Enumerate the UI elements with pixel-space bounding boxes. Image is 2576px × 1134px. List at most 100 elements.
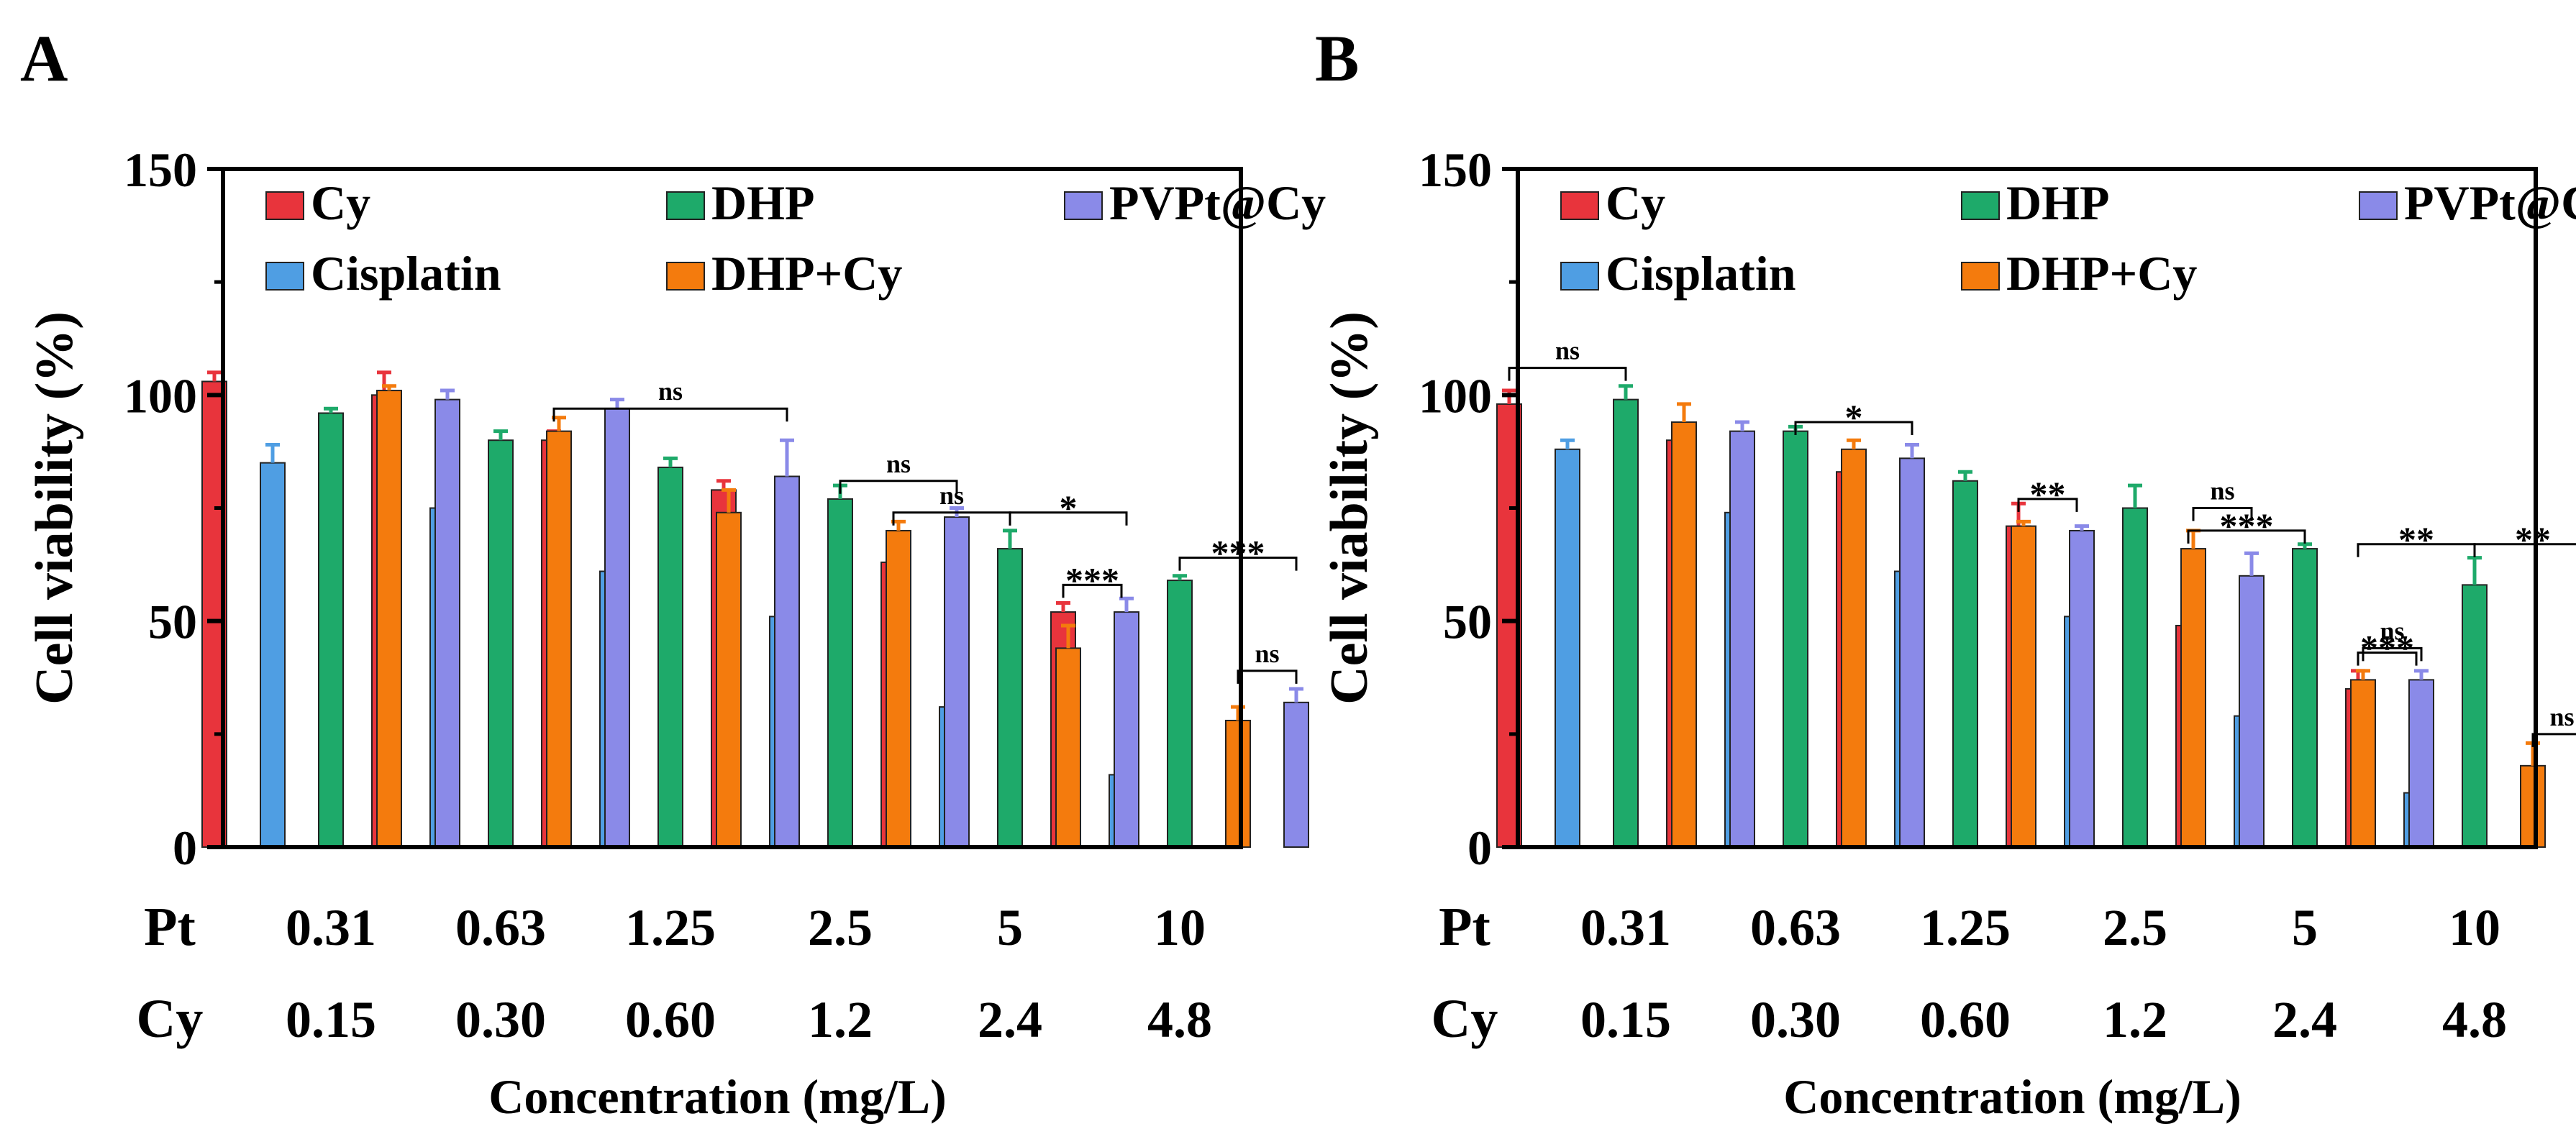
significance-bracket <box>1794 421 1913 436</box>
significance-bracket <box>552 407 788 422</box>
bar <box>2292 548 2318 849</box>
significance-bracket <box>2362 646 2423 662</box>
x-tick-label-cy: 4.8 <box>2442 991 2507 1048</box>
significance-label: ** <box>2398 519 2434 559</box>
x-tick-label-cy: 0.30 <box>455 991 546 1048</box>
x-tick-label-cy: 0.60 <box>1920 991 2011 1048</box>
significance-bracket <box>2187 529 2306 544</box>
x-row-label-pt: Pt <box>1439 897 1490 957</box>
x-row-label-pt: Pt <box>144 897 196 957</box>
bar <box>1841 448 1867 848</box>
bar <box>1114 611 1139 848</box>
bar <box>2011 525 2036 848</box>
bar <box>2239 575 2265 848</box>
bar <box>2180 548 2206 849</box>
significance-label: ns <box>2549 703 2574 731</box>
x-tick-label-pt: 0.63 <box>1750 899 1841 956</box>
legend-swatch <box>1560 262 1599 291</box>
x-axis-label: Concentration (mg/L) <box>488 1069 946 1124</box>
bar <box>2520 764 2546 848</box>
bar <box>1167 580 1193 848</box>
x-row-label-cy: Cy <box>1432 989 1498 1049</box>
bar <box>1283 701 1309 848</box>
significance-bracket <box>1009 511 1128 526</box>
x-tick-label-cy: 2.4 <box>978 991 1042 1048</box>
x-tick-label-pt: 0.31 <box>1580 899 1671 956</box>
bar <box>318 412 344 848</box>
x-tick-label-cy: 0.30 <box>1750 991 1841 1048</box>
significance-label: *** <box>2360 628 2414 668</box>
bar <box>944 516 970 848</box>
x-tick-label-pt: 1.25 <box>1920 899 2011 956</box>
bar <box>2408 679 2434 848</box>
x-tick-label-cy: 4.8 <box>1147 991 1212 1048</box>
legend-swatch <box>666 262 705 291</box>
panel-b: B 0 50 100 150 Cell viability (%) Pt Cy 0.31 0.15… <box>1315 22 2576 1124</box>
bar <box>827 498 853 849</box>
y-tick-label: 50 <box>148 595 197 649</box>
y-tick-label: 100 <box>1419 368 1492 423</box>
significance-label: ns <box>2380 616 2404 645</box>
bar <box>997 548 1023 849</box>
legend-label: DHP+Cy <box>711 246 902 301</box>
bar <box>1952 480 1978 849</box>
x-tick-label-pt: 10 <box>2449 899 2500 956</box>
bar <box>657 466 683 848</box>
y-tick-label: 0 <box>1467 820 1492 875</box>
x-tick-label-cy: 0.15 <box>286 991 376 1048</box>
y-axis-label: Cell viability (%) <box>25 311 84 705</box>
legend-label: Cy <box>1606 175 1665 230</box>
bar <box>2350 679 2376 848</box>
significance-bracket <box>1062 583 1123 598</box>
significance-bracket <box>2531 733 2576 747</box>
significance-label: *** <box>2220 506 2274 546</box>
legend-label: Cy <box>311 175 370 230</box>
y-tick-label: 150 <box>1419 142 1492 197</box>
legend-label: PVPt@Cy <box>1109 175 1326 230</box>
x-tick-label-pt: 2.5 <box>808 899 873 956</box>
legend-swatch <box>1560 191 1599 220</box>
bar <box>2069 529 2095 849</box>
x-tick-label-pt: 5 <box>2292 899 2318 956</box>
y-tick-label: 100 <box>124 368 197 423</box>
y-tick-label: 50 <box>1443 595 1492 649</box>
bar <box>1671 421 1697 848</box>
legend-swatch <box>1961 191 2000 220</box>
significance-label: ns <box>2210 477 2234 506</box>
y-tick-label: 150 <box>124 142 197 197</box>
significance-label: ns <box>1555 337 1580 365</box>
legend-label: Cisplatin <box>1606 246 1796 301</box>
bar <box>260 462 286 848</box>
panel-label: A <box>20 22 68 95</box>
bar <box>2122 507 2148 848</box>
x-tick-label-pt: 0.63 <box>455 899 546 956</box>
bar <box>1555 448 1580 848</box>
bar <box>376 390 402 848</box>
significance-label: *** <box>1211 533 1265 573</box>
significance-label: ns <box>658 377 683 406</box>
bar <box>488 439 514 848</box>
significance-label: * <box>1060 488 1078 528</box>
significance-bracket <box>1237 669 1298 684</box>
legend-label: DHP <box>2006 175 2110 230</box>
significance-label: * <box>1845 397 1863 437</box>
significance-bracket <box>2192 507 2253 521</box>
bar <box>1225 719 1251 848</box>
y-axis-label: Cell viability (%) <box>1320 311 1379 705</box>
x-tick-label-cy: 2.4 <box>2272 991 2337 1048</box>
significance-bracket <box>839 480 958 494</box>
bar <box>774 475 800 848</box>
bar <box>1055 647 1081 848</box>
legend-swatch <box>1961 262 2000 291</box>
bar <box>1899 457 1925 848</box>
legend-swatch <box>265 191 304 220</box>
bar <box>1783 430 1808 848</box>
x-row-label-cy: Cy <box>137 989 204 1049</box>
x-tick-label-pt: 10 <box>1154 899 1206 956</box>
legend-swatch <box>666 191 705 220</box>
x-tick-label-pt: 2.5 <box>2103 899 2167 956</box>
panel-a: A 0 50 100 150 Cell viability (%) Pt Cy 0.31 0.15… <box>20 22 1326 1124</box>
significance-label: ** <box>2515 519 2551 559</box>
bar <box>1613 398 1639 848</box>
panel-label: B <box>1315 22 1359 95</box>
